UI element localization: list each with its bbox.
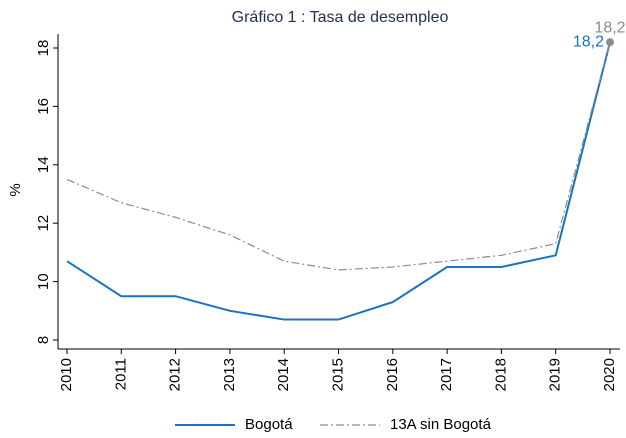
end-point: [606, 38, 614, 47]
series-line: [66, 42, 611, 271]
x-tick-label: 2018: [492, 358, 509, 391]
x-tick-label: 2020: [601, 358, 618, 391]
y-tick-label: 16: [35, 98, 52, 115]
value-label: 18,2: [594, 19, 625, 36]
x-tick-label: 2013: [221, 358, 238, 391]
x-tick-label: 2010: [58, 358, 75, 391]
value-label: 18,2: [573, 33, 604, 50]
x-tick-label: 2014: [275, 358, 292, 391]
x-tick-label: 2019: [547, 358, 564, 391]
x-tick-label: 2017: [438, 358, 455, 391]
y-tick-label: 14: [35, 156, 52, 173]
y-tick-label: 8: [35, 336, 52, 344]
chart-title: Gráfico 1 : Tasa de desempleo: [232, 9, 449, 26]
series-line: [66, 41, 611, 321]
x-tick-label: 2015: [329, 358, 346, 391]
y-axis-label: %: [7, 183, 24, 196]
x-tick-label: 2011: [112, 358, 129, 390]
y-tick-label: 12: [35, 215, 52, 232]
legend-label: 13A sin Bogotá: [390, 416, 492, 433]
x-tick-label: 2012: [167, 358, 184, 391]
x-tick-label: 2016: [384, 358, 401, 391]
y-tick-label: 10: [35, 273, 52, 290]
y-tick-label: 18: [35, 40, 52, 57]
legend-label: Bogotá: [245, 416, 293, 433]
